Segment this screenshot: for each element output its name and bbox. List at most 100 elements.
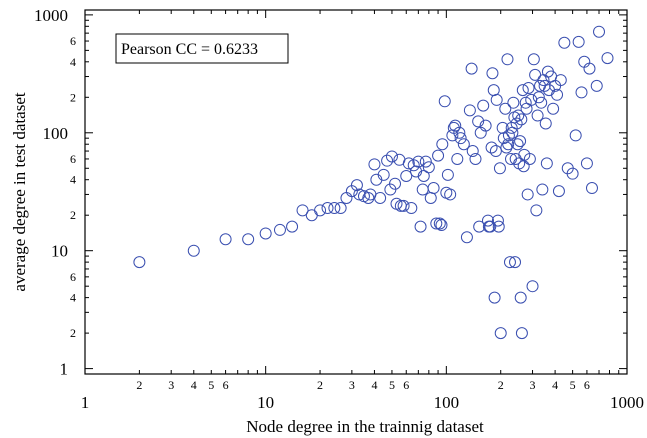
data-point: [488, 291, 501, 304]
data-point: [485, 141, 498, 154]
data-point: [527, 53, 540, 66]
data-point: [449, 119, 462, 132]
x-minor-tick-label: 5: [208, 378, 214, 392]
data-point: [575, 86, 588, 99]
data-point: [457, 138, 470, 151]
data-point: [516, 84, 529, 97]
data-point: [502, 138, 515, 151]
data-point: [187, 244, 200, 257]
data-point: [368, 158, 381, 171]
data-point: [509, 256, 522, 269]
x-tick-label: 1000: [610, 393, 644, 412]
data-point: [523, 152, 536, 165]
data-point: [569, 129, 582, 142]
data-point: [419, 155, 432, 168]
annotation-box: [115, 33, 289, 64]
data-point: [435, 219, 448, 232]
y-tick-label: 100: [43, 124, 69, 143]
data-point: [314, 204, 327, 217]
x-minor-tick-label: 3: [349, 378, 355, 392]
data-point: [507, 96, 520, 109]
data-point: [547, 102, 560, 115]
y-minor-tick-label: 4: [70, 173, 76, 187]
data-point: [552, 185, 565, 198]
y-tick-label: 10: [51, 242, 68, 261]
data-point: [407, 159, 420, 172]
data-point: [499, 102, 512, 115]
data-point: [501, 53, 514, 66]
x-tick-label: 100: [434, 393, 460, 412]
data-point: [412, 155, 425, 168]
data-point: [526, 280, 539, 293]
data-point: [405, 202, 418, 215]
data-point: [529, 68, 542, 81]
data-point: [522, 81, 535, 94]
data-point: [491, 214, 504, 227]
data-point: [133, 256, 146, 269]
data-point: [496, 121, 509, 134]
data-point: [583, 62, 596, 75]
data-point: [493, 162, 506, 175]
data-point: [489, 145, 502, 158]
data-point: [492, 220, 505, 233]
x-tick-label: 1: [81, 393, 90, 412]
x-axis-title: Node degree in the trainnig dataset: [246, 417, 484, 436]
annotation-text: Pearson CC = 0.6233: [121, 41, 258, 58]
data-point: [242, 233, 255, 246]
data-point: [503, 256, 516, 269]
data-point: [512, 109, 525, 122]
x-minor-tick-label: 4: [371, 378, 377, 392]
x-minor-tick-label: 4: [191, 378, 197, 392]
data-point: [477, 99, 490, 112]
data-point: [601, 52, 614, 65]
data-point: [551, 88, 564, 101]
data-point: [510, 117, 523, 130]
data-point: [479, 119, 492, 132]
y-minor-tick-label: 2: [70, 326, 76, 340]
data-point: [566, 167, 579, 180]
data-point: [444, 188, 457, 201]
x-minor-tick-label: 5: [570, 378, 576, 392]
data-point: [558, 36, 571, 49]
y-minor-tick-label: 2: [70, 90, 76, 104]
data-point: [430, 217, 443, 230]
x-tick-label: 10: [257, 393, 274, 412]
y-minor-tick-label: 6: [70, 270, 76, 284]
data-point: [532, 91, 545, 104]
y-minor-tick-label: 2: [70, 208, 76, 222]
data-point: [554, 74, 567, 87]
data-point: [487, 84, 500, 97]
x-minor-tick-label: 4: [552, 378, 558, 392]
data-point: [374, 191, 387, 204]
data-point: [454, 132, 467, 145]
data-point: [494, 327, 507, 340]
data-point: [514, 135, 527, 148]
data-point: [536, 183, 549, 196]
data-point: [490, 93, 503, 106]
data-point: [514, 291, 527, 304]
data-point: [484, 220, 497, 233]
data-point: [502, 129, 515, 142]
data-point: [394, 199, 407, 212]
data-point: [531, 109, 544, 122]
data-points: [133, 25, 614, 340]
data-point: [286, 220, 299, 233]
data-point: [469, 152, 482, 165]
data-point: [593, 25, 606, 38]
data-point: [427, 182, 440, 195]
data-point: [481, 214, 494, 227]
x-minor-tick-label: 3: [168, 378, 174, 392]
y-axis-title: average degree in test dataset: [10, 92, 29, 291]
data-point: [402, 157, 415, 170]
data-point: [389, 177, 402, 190]
data-point: [486, 67, 499, 80]
data-point: [538, 79, 551, 92]
data-point: [453, 126, 466, 139]
y-minor-tick-label: 4: [70, 291, 76, 305]
x-minor-tick-label: 3: [530, 378, 536, 392]
data-point: [362, 191, 375, 204]
data-point: [539, 117, 552, 130]
data-point: [578, 55, 591, 68]
data-point: [381, 154, 394, 167]
